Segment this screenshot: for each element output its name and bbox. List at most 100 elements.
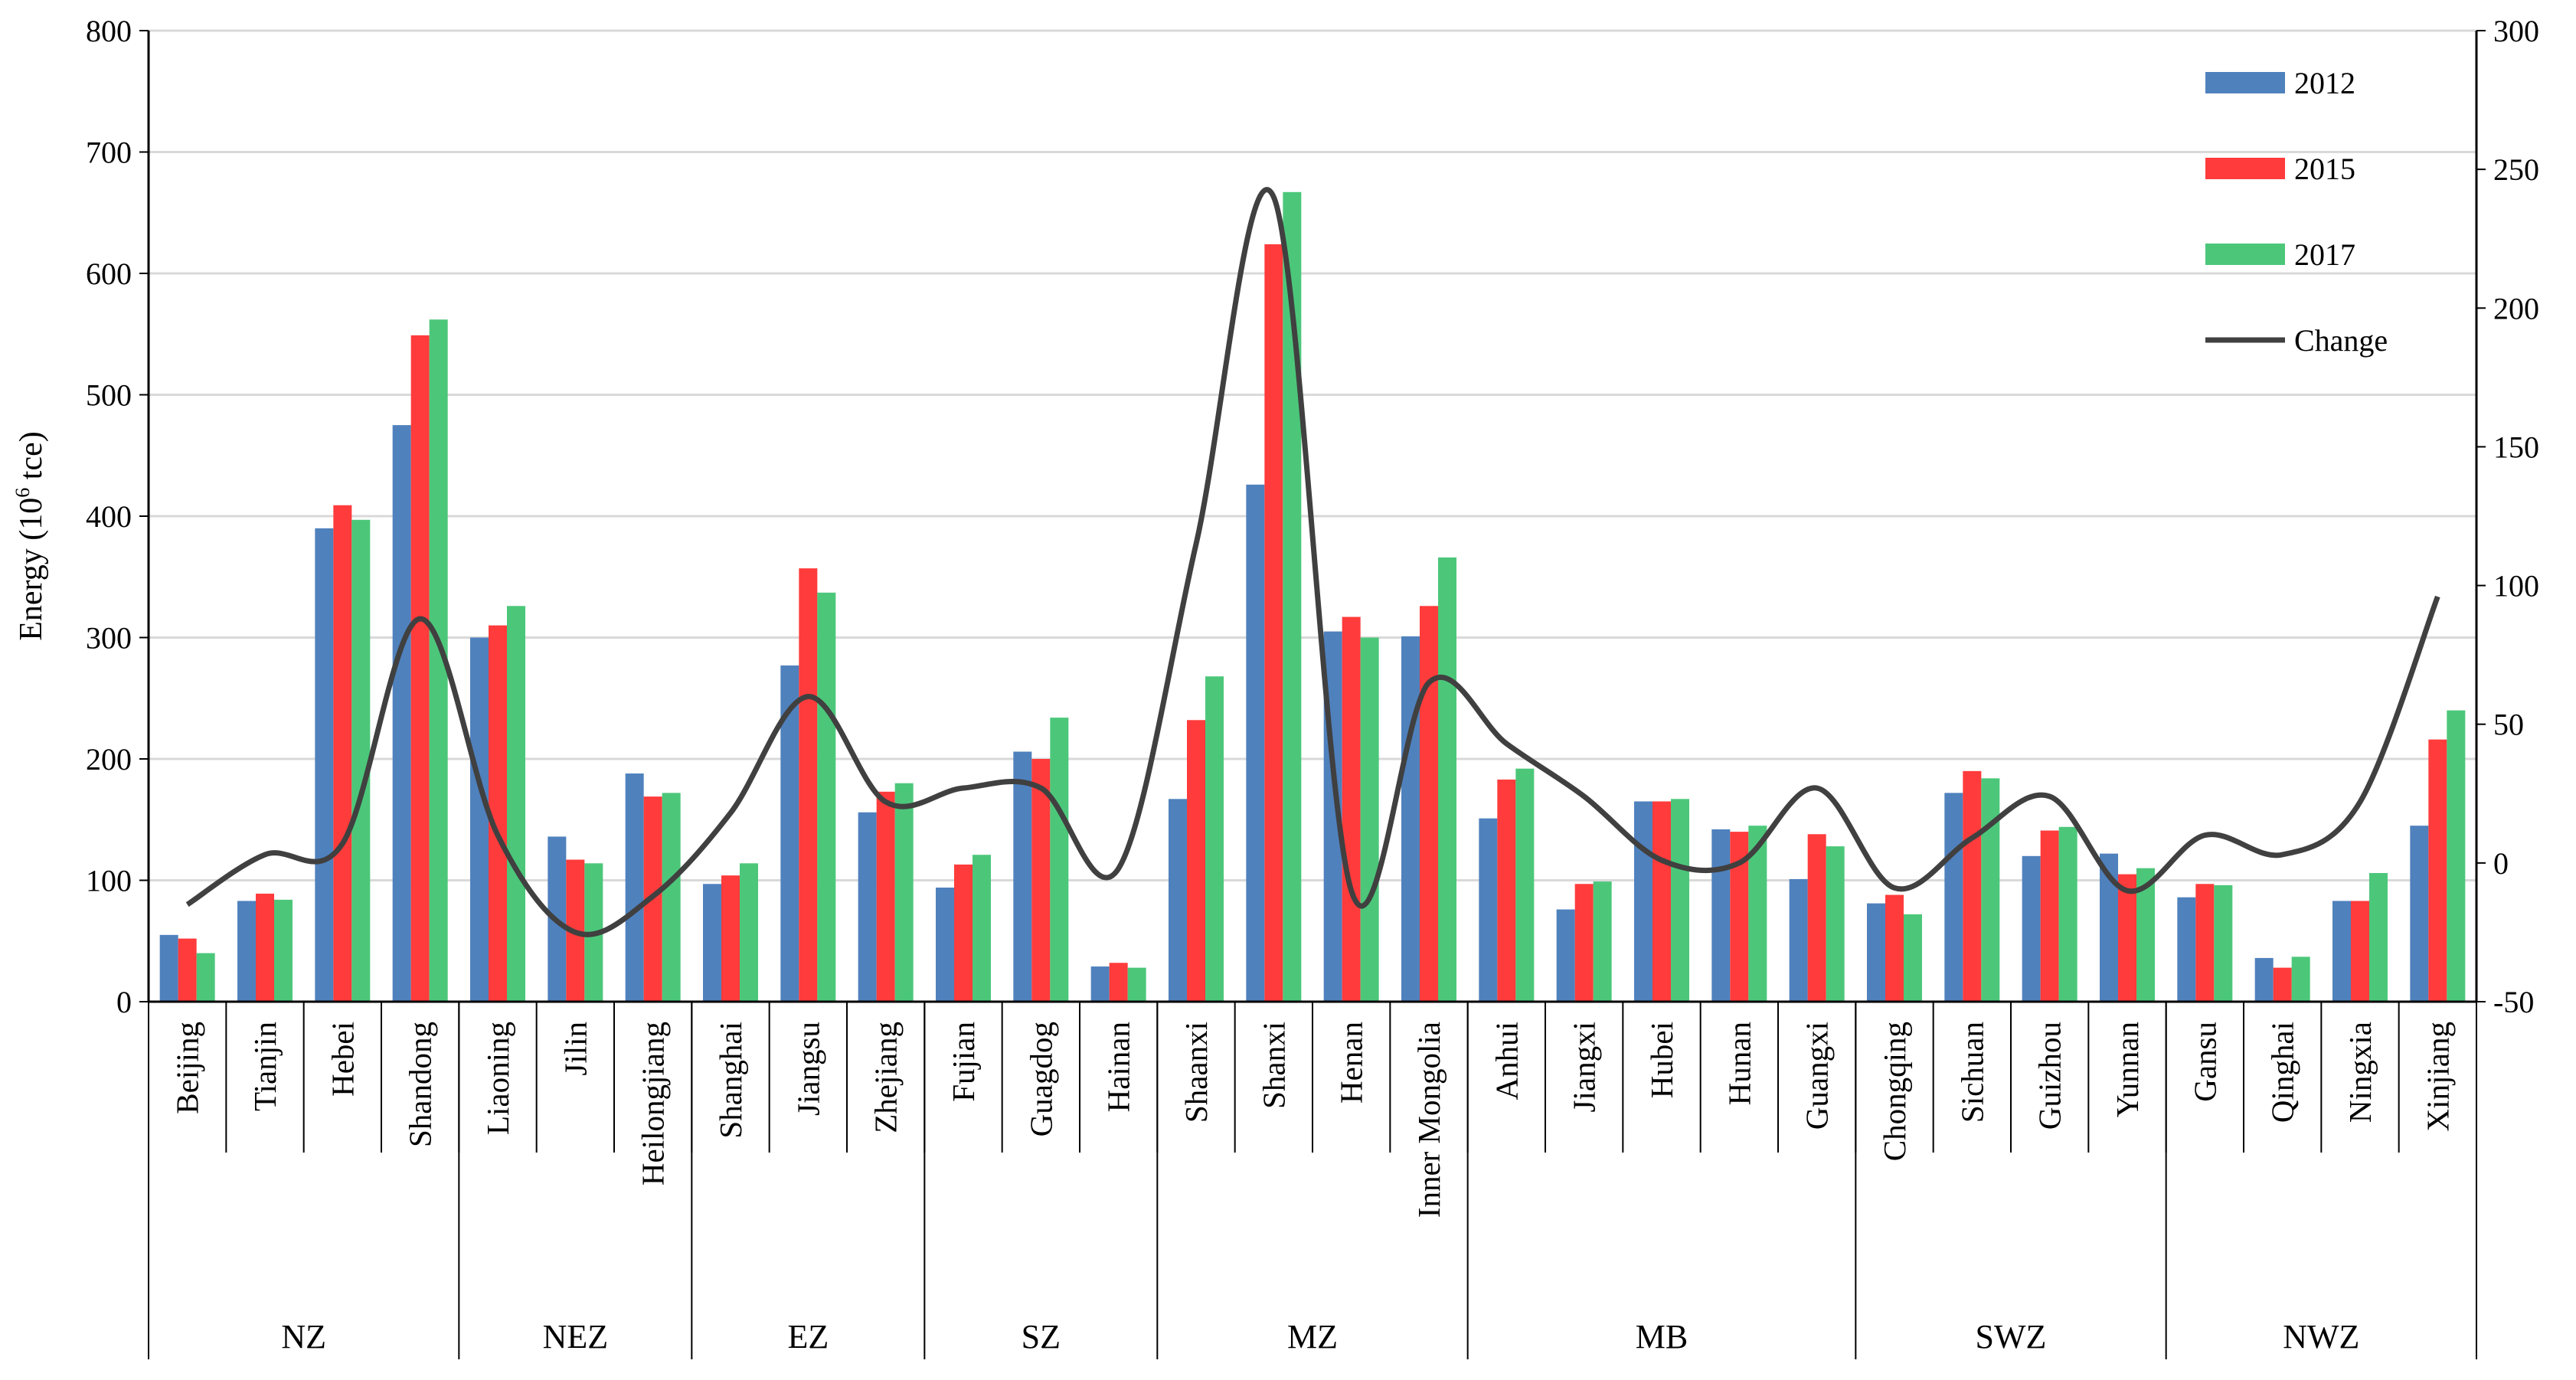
- change-point-guizhou: [2049, 796, 2051, 797]
- right-tick-label: 0: [2493, 846, 2509, 881]
- left-tick-label: 500: [86, 378, 132, 413]
- bar-2015-hainan: [1109, 963, 1128, 1002]
- right-tick-label: 50: [2493, 708, 2524, 742]
- zone-label: EZ: [787, 1318, 829, 1355]
- bar-2012-fujian: [936, 888, 954, 1002]
- legend-swatch-2015: [2205, 158, 2285, 179]
- bar-2012-shanxi: [1246, 484, 1265, 1002]
- change-point-liaoning: [497, 835, 499, 836]
- change-point-guagdog: [1040, 787, 1041, 789]
- bar-2012-guagdog: [1013, 751, 1032, 1002]
- legend-label: 2017: [2294, 237, 2355, 272]
- bar-2012-shandong: [392, 425, 411, 1002]
- bar-2012-xinjiang: [2410, 826, 2429, 1002]
- change-point-shanghai: [730, 813, 731, 814]
- change-point-tianjin: [264, 854, 266, 855]
- bar-2017-ningxia: [2369, 872, 2388, 1002]
- category-label: Shanxi: [1256, 1022, 1291, 1109]
- left-tick-label: 200: [86, 742, 132, 777]
- change-point-shandong: [420, 618, 421, 620]
- bar-2012-gansu: [2177, 897, 2196, 1002]
- zone-label: MB: [1636, 1318, 1688, 1355]
- bar-2017-chongqing: [1904, 914, 1922, 1002]
- change-point-hebei: [342, 842, 343, 844]
- bar-2012-hubei: [1634, 801, 1652, 1002]
- category-label: Heilongjiang: [636, 1022, 671, 1185]
- bar-2017-anhui: [1515, 768, 1535, 1002]
- zone-label: NZ: [281, 1318, 326, 1355]
- category-label: Gansu: [2187, 1022, 2222, 1102]
- bar-2015-chongqing: [1885, 894, 1904, 1002]
- change-point-fujian: [963, 787, 964, 789]
- change-point-zhejiang: [885, 801, 887, 803]
- category-label: Liaoning: [480, 1022, 515, 1135]
- category-label: Tianjin: [247, 1022, 283, 1111]
- category-label: Beijing: [170, 1022, 205, 1114]
- left-axis-ticks: 0 100 200 300 400 500 600 700 800: [86, 14, 149, 1019]
- category-label: Xinjiang: [2420, 1022, 2455, 1131]
- right-tick-label: 150: [2493, 430, 2539, 464]
- zone-label: SWZ: [1976, 1318, 2047, 1355]
- bar-2017-jiangsu: [817, 592, 836, 1002]
- bar-2015-guizhou: [2040, 830, 2059, 1002]
- bar-2017-zhejiang: [894, 783, 914, 1002]
- bar-2012-jiangsu: [780, 665, 799, 1002]
- change-point-ningxia: [2359, 801, 2361, 803]
- bar-2015-guangxi: [1807, 834, 1826, 1002]
- bar-2017-hubei: [1671, 799, 1689, 1002]
- change-point-qinghai: [2282, 854, 2283, 855]
- bar-2012-guangxi: [1789, 878, 1808, 1002]
- legend-label: Change: [2294, 323, 2388, 358]
- bar-2017-hebei: [351, 519, 371, 1002]
- bar-2017-guagdog: [1050, 718, 1069, 1002]
- left-tick-label: 600: [86, 257, 132, 291]
- change-point-anhui: [1505, 743, 1507, 744]
- category-label: Hainan: [1101, 1022, 1136, 1112]
- category-label: Fujian: [946, 1022, 981, 1102]
- category-label: Yunnan: [2110, 1022, 2145, 1117]
- bar-2012-ningxia: [2332, 901, 2351, 1002]
- zone-label: MZ: [1287, 1318, 1338, 1355]
- bar-2015-anhui: [1497, 779, 1516, 1002]
- bar-2017-xinjiang: [2447, 710, 2466, 1002]
- change-point-gansu: [2204, 835, 2205, 836]
- bar-2015-shaanxi: [1187, 720, 1205, 1002]
- left-tick-label: 100: [86, 864, 132, 898]
- change-point-jilin: [574, 931, 576, 933]
- bar-2012-sichuan: [1944, 793, 1963, 1002]
- change-point-hainan: [1118, 868, 1120, 869]
- bar-2015-guagdog: [1031, 759, 1051, 1002]
- bar-2012-inner-mongolia: [1401, 636, 1420, 1002]
- category-label: Hubei: [1644, 1022, 1679, 1098]
- change-point-guangxi: [1816, 787, 1818, 789]
- bar-2015-sichuan: [1963, 770, 1982, 1002]
- category-label: Chongqing: [1877, 1022, 1912, 1161]
- category-label: Hunan: [1721, 1022, 1757, 1105]
- bar-2015-tianjin: [256, 893, 274, 1002]
- bar-2015-jiangsu: [799, 568, 818, 1002]
- right-tick-label: 300: [2493, 14, 2539, 48]
- category-label: Sichuan: [1954, 1022, 1989, 1123]
- category-label: Jiangsu: [790, 1022, 825, 1116]
- bar-2012-anhui: [1479, 818, 1498, 1002]
- bar-2017-tianjin: [274, 899, 293, 1002]
- change-point-shanxi: [1273, 196, 1274, 198]
- bar-2012-shaanxi: [1169, 799, 1187, 1002]
- bars: [159, 191, 2466, 1002]
- legend-label: 2012: [2294, 66, 2355, 100]
- right-axis-ticks: -50 0 50 100 150 200 250 300: [2476, 14, 2539, 1019]
- bar-2012-zhejiang: [858, 812, 877, 1002]
- bar-2012-jiangxi: [1556, 909, 1575, 1002]
- bar-2012-hainan: [1090, 966, 1110, 1002]
- change-point-hunan: [1738, 862, 1740, 864]
- bar-2012-beijing: [159, 934, 178, 1002]
- gridlines: [149, 29, 2476, 881]
- bar-2015-henan: [1342, 616, 1361, 1002]
- category-label: Guizhou: [2032, 1022, 2068, 1130]
- bar-2017-shanghai: [740, 863, 758, 1002]
- bar-2017-heilongjiang: [662, 793, 681, 1002]
- bar-2012-tianjin: [237, 901, 256, 1002]
- change-point-xinjiang: [2437, 596, 2438, 597]
- category-label: Zhejiang: [868, 1022, 904, 1133]
- bar-2015-shanghai: [721, 875, 740, 1002]
